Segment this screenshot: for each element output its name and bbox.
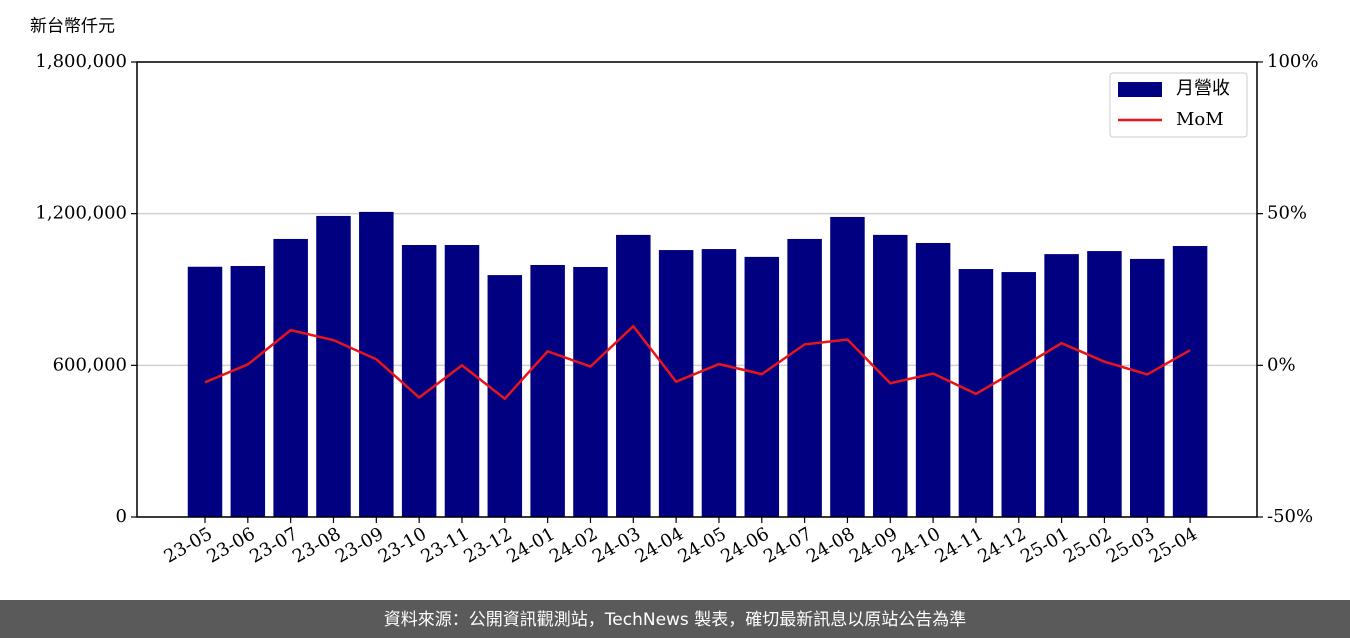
bar [1130,258,1165,517]
x-tick-label: 25-01 [1017,523,1072,567]
x-tick-label: 24-03 [589,523,644,567]
bar [1172,246,1208,517]
bar [701,249,737,518]
x-tick-label: 24-02 [546,523,601,567]
x-tick-label: 23-11 [418,523,473,567]
bar [273,238,308,517]
y-tick-label: 1,800,000 [35,51,127,72]
bar [830,216,865,518]
bar [401,245,437,517]
x-tick-label: 23-08 [289,523,344,567]
bar [487,275,523,517]
y-tick-label: 1,200,000 [35,203,127,224]
x-tick-label: 25-03 [1103,523,1158,567]
bar [187,266,223,517]
bar [573,267,608,517]
legend-label: MoM [1176,109,1224,130]
x-tick-label: 24-12 [974,523,1029,567]
legend-swatch [1118,82,1162,97]
footer-bar [0,600,1350,638]
bar [787,238,822,517]
x-tick-label: 23-07 [246,523,301,567]
y2-tick-label: 0% [1267,354,1296,375]
x-tick-label: 24-09 [846,523,901,567]
bar [230,265,266,517]
x-tick-label: 24-10 [889,523,944,567]
bar [1087,251,1122,518]
y-tick-label: 0 [116,506,127,527]
y2-tick-label: 100% [1267,51,1318,72]
bar [616,234,651,517]
x-tick-label: 24-08 [803,523,858,567]
bar [444,245,480,517]
bar [873,234,908,517]
plot-frame [136,61,1258,518]
bar [744,256,780,517]
x-tick-label: 23-12 [460,523,515,567]
x-tick-label: 23-06 [203,523,258,567]
bar [530,264,565,517]
legend-label: 月營收 [1176,78,1230,99]
x-tick-label: 23-05 [161,523,216,567]
x-tick-label: 23-10 [375,523,430,567]
y-axis-label: 新台幣仟元 [30,17,115,37]
y2-tick-label: 50% [1267,203,1307,224]
bar [359,211,394,517]
bar [316,215,351,518]
x-tick-label: 24-01 [503,523,558,567]
bar [1044,254,1079,517]
y-tick-label: 600,000 [53,354,127,375]
x-tick-label: 24-07 [760,523,815,567]
footer-text: 資料來源：公開資訊觀測站，TechNews 製表，確切最新訊息以原站公告為準 [384,610,966,630]
bar [658,250,694,518]
x-tick-label: 25-02 [1060,523,1115,567]
bar [1001,272,1037,517]
line [204,324,1191,401]
x-tick-label: 25-04 [1146,523,1201,567]
x-tick-label: 24-06 [717,523,772,567]
x-tick-label: 24-04 [632,523,687,567]
x-tick-label: 24-11 [932,523,987,567]
x-tick-label: 24-05 [675,523,730,567]
y2-tick-label: -50% [1267,506,1313,527]
x-tick-label: 23-09 [332,523,387,567]
